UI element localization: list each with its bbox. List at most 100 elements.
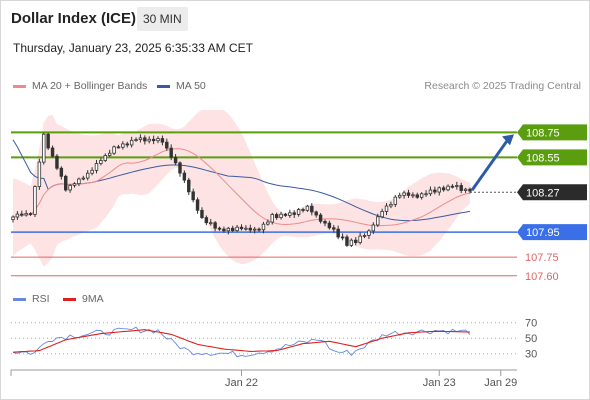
candle-body [463, 188, 468, 191]
candle-body [402, 192, 406, 196]
candle [358, 232, 362, 245]
legend-9ma-label: 9MA [82, 293, 104, 305]
candle-body [266, 221, 270, 225]
candle-body [270, 214, 274, 223]
rsi-tick-2: 30 [525, 349, 537, 361]
candle [239, 224, 244, 231]
candle [349, 238, 354, 248]
candle [204, 215, 209, 226]
candle [72, 182, 77, 188]
level-tag-2 [517, 184, 587, 201]
x-tick-label-0: Jan 22 [225, 377, 258, 389]
candle [55, 154, 59, 171]
candle [182, 170, 187, 184]
candle-body [310, 205, 314, 213]
candle-body [11, 216, 15, 220]
candle [301, 207, 305, 213]
moving-averages [12, 139, 471, 227]
candle-body [107, 152, 112, 156]
candle [222, 226, 226, 233]
candle [252, 226, 257, 234]
candle [59, 166, 64, 180]
candle-body [371, 224, 376, 232]
candle [446, 184, 450, 192]
candle [134, 137, 138, 142]
x-axis: Jan 22 Jan 23 Jan 29 [10, 369, 517, 389]
candle [15, 211, 20, 220]
candle-body [450, 185, 455, 188]
candle [90, 167, 94, 176]
candle-body [156, 138, 160, 142]
credit-text: Research © 2025 Trading Central [424, 80, 581, 92]
candle [143, 135, 147, 145]
candle-body [187, 179, 191, 193]
candle-body [288, 212, 292, 216]
legend-rsi-label: RSI [32, 293, 50, 305]
candle [42, 132, 46, 165]
level-label-0: 108.75 [526, 127, 560, 139]
rsi-swatch [13, 297, 26, 301]
candle [156, 136, 160, 144]
candle-body [15, 213, 20, 218]
candle [288, 209, 292, 218]
candle [169, 144, 173, 161]
candle [81, 175, 86, 181]
rsi-line [12, 326, 471, 358]
candle [296, 207, 301, 217]
candle [261, 221, 266, 234]
candle [441, 185, 446, 192]
candle [380, 208, 384, 219]
candle [389, 201, 393, 209]
candle-body [318, 214, 323, 222]
candle [279, 211, 283, 220]
report-datetime: Thursday, January 23, 2025 6:35:33 AM CE… [13, 41, 253, 55]
level-lines [11, 131, 517, 277]
candle-body [209, 222, 213, 225]
candle-body [455, 185, 459, 187]
level-tag-1 [517, 149, 587, 166]
candle [340, 233, 345, 241]
legend-ma50: MA 50 [157, 80, 206, 92]
candle-body [384, 205, 389, 212]
candle-body [37, 161, 42, 187]
candle-body [112, 146, 116, 154]
level-label-1: 108.55 [526, 152, 560, 164]
candle [362, 233, 367, 239]
candle-body [33, 186, 37, 215]
candle [266, 219, 270, 226]
candles [11, 132, 472, 248]
ma9-swatch [63, 297, 76, 301]
candle [138, 134, 143, 143]
candle-body [327, 222, 332, 229]
forecast-arrow-shaft [470, 138, 510, 192]
candle-body [296, 209, 301, 215]
candle-body [406, 192, 411, 196]
candle-body [200, 209, 204, 219]
candle-body [121, 143, 125, 148]
candle [165, 138, 169, 151]
legend-ma20: MA 20 + Bollinger Bands [13, 80, 147, 92]
candle-body [64, 175, 68, 191]
candle [147, 136, 151, 144]
candle-body [230, 227, 235, 232]
candle-body [340, 236, 345, 239]
candle-body [446, 185, 450, 191]
candle-body [217, 227, 222, 230]
x-tick-label-1: Jan 23 [423, 377, 456, 389]
legend-rsi: RSI [13, 293, 50, 305]
candle-body [68, 184, 72, 191]
candle-body [147, 138, 151, 142]
timeframe-badge[interactable]: 30 MIN [137, 7, 188, 31]
candle-body [138, 137, 143, 141]
level-label-3: 107.95 [526, 227, 560, 239]
candle-body [72, 183, 77, 186]
bollinger-band [13, 110, 470, 267]
candle [173, 154, 178, 166]
candle-body [376, 216, 380, 226]
candle-body [55, 155, 59, 169]
candle-body [305, 205, 310, 211]
candle-body [349, 239, 354, 246]
candle-body [103, 155, 107, 161]
candle-body [244, 227, 248, 230]
candle [129, 136, 134, 148]
